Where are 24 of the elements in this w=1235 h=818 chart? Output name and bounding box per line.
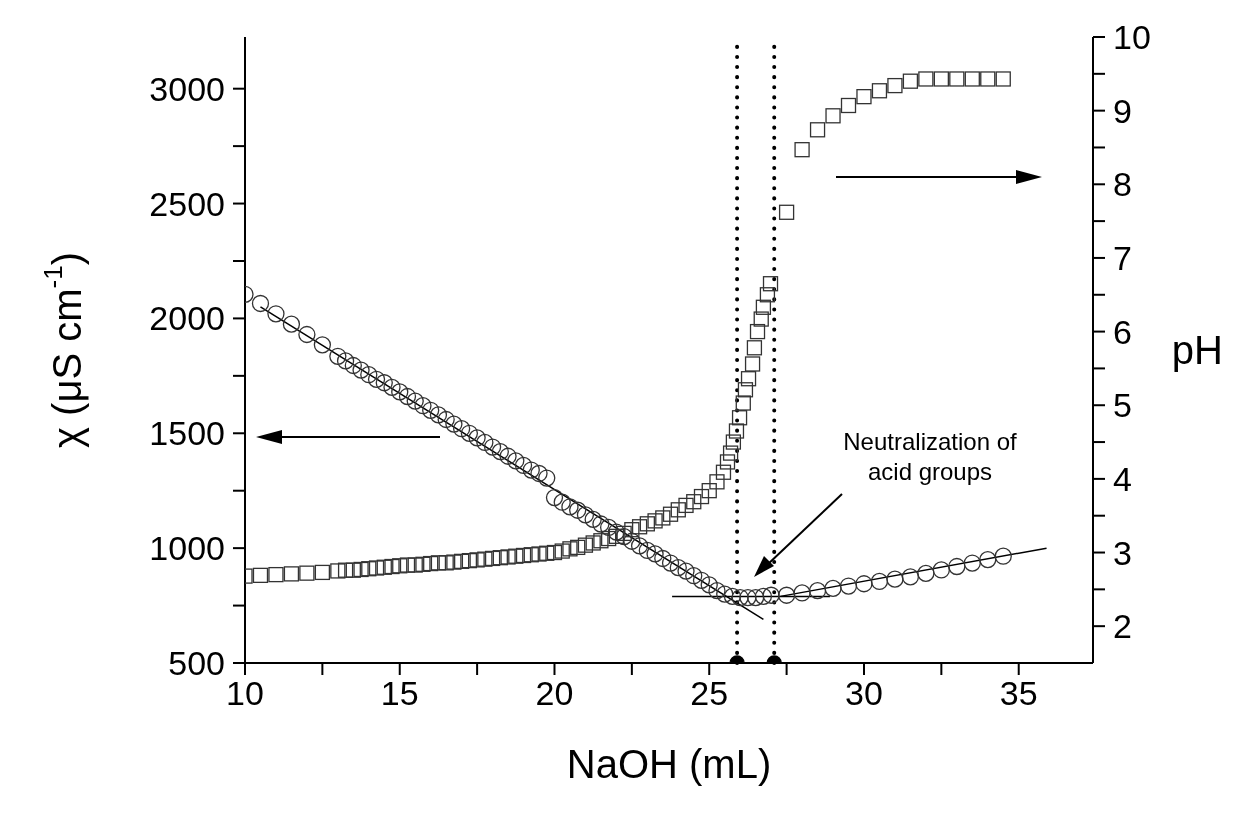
y2-tick-label: 7 bbox=[1113, 239, 1132, 278]
x-tick-label: 35 bbox=[999, 674, 1038, 713]
y-tick-label: 1000 bbox=[149, 529, 225, 568]
y2-tick-label: 10 bbox=[1113, 18, 1151, 57]
x-tick-label: 25 bbox=[690, 674, 729, 713]
y2-axis-title: pH bbox=[1171, 328, 1223, 373]
y2-tick-label: 3 bbox=[1113, 533, 1132, 572]
y-tick-label: 2500 bbox=[149, 184, 225, 223]
x-axis-title: NaOH (mL) bbox=[566, 742, 772, 786]
x-tick-label: 20 bbox=[535, 674, 574, 713]
y2-tick-label: 2 bbox=[1113, 607, 1132, 646]
y2-tick-label: 8 bbox=[1113, 165, 1132, 204]
annotation: Neutralization of acid groups bbox=[843, 428, 1018, 485]
y2-tick-label: 6 bbox=[1113, 312, 1132, 351]
y-tick-label: 3000 bbox=[149, 69, 225, 108]
x-tick-label: 15 bbox=[380, 674, 419, 713]
y-tick-label: 500 bbox=[168, 644, 225, 683]
y2-tick-label: 9 bbox=[1113, 91, 1132, 130]
y2-tick-label: 4 bbox=[1113, 459, 1132, 498]
y2-tick-label: 5 bbox=[1113, 386, 1132, 425]
y-tick-label: 1500 bbox=[149, 414, 225, 453]
x-tick-label: 10 bbox=[226, 674, 264, 713]
x-tick-label: 30 bbox=[845, 674, 883, 713]
y-tick-label: 2000 bbox=[149, 299, 225, 338]
